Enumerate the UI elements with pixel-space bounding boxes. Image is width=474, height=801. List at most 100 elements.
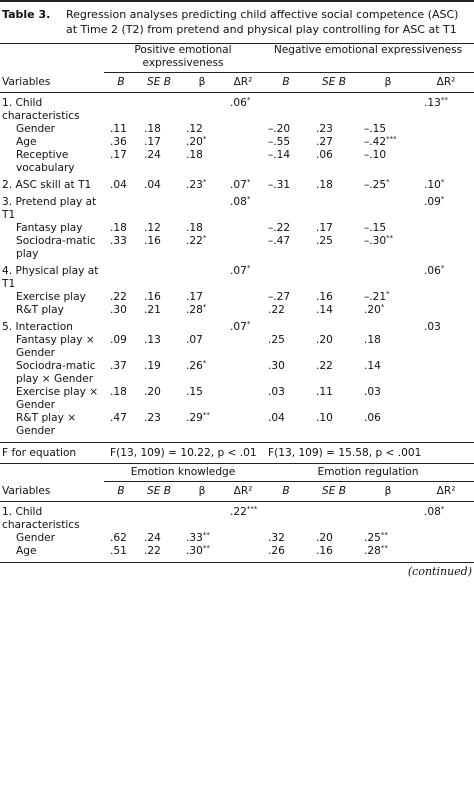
column-header: β bbox=[358, 481, 419, 502]
column-header: β bbox=[180, 481, 224, 502]
empty-cell bbox=[180, 261, 224, 291]
spacer bbox=[0, 44, 104, 73]
row-label: R&T play × Gender bbox=[16, 412, 77, 437]
item-row: Fantasy play .18 .12 .18 –.22 .17 –.15 bbox=[0, 222, 474, 235]
column-header: ΔR² bbox=[418, 481, 474, 502]
cell: .15 bbox=[186, 386, 203, 398]
empty-cell bbox=[224, 532, 262, 545]
cell: .13 bbox=[144, 334, 161, 346]
row-label: Exercise play bbox=[16, 291, 86, 303]
empty-cell bbox=[358, 93, 418, 124]
empty-cell bbox=[418, 360, 474, 386]
empty-cell bbox=[138, 502, 180, 533]
cell: –.25* bbox=[364, 178, 390, 192]
row-label: 2. ASC skill at T1 bbox=[2, 179, 92, 191]
column-header: ΔR² bbox=[224, 481, 263, 502]
empty-cell bbox=[418, 149, 474, 175]
row-label: Sociodra-matic play × Gender bbox=[16, 360, 96, 385]
table: Emotion knowledge Emotion regulation Varia… bbox=[0, 466, 474, 562]
cell: –.15 bbox=[364, 222, 387, 234]
cell: .24 bbox=[144, 532, 161, 544]
empty-cell bbox=[262, 261, 310, 291]
cell: –.27 bbox=[268, 291, 291, 303]
row-label: Gender bbox=[16, 123, 56, 135]
column-header: SE B bbox=[138, 481, 180, 502]
empty-cell bbox=[104, 317, 138, 334]
column-header: SE B bbox=[310, 481, 359, 502]
cell: .06* bbox=[424, 264, 445, 278]
item-row: Sociodra-matic play × Gender .37 .19 .26* .3… bbox=[0, 360, 474, 386]
empty-cell bbox=[224, 235, 262, 261]
cell: .20* bbox=[364, 303, 385, 317]
row-label: Age bbox=[16, 545, 37, 557]
item-row: Age .36 .17 .20* –.55 .27 –.42*** bbox=[0, 136, 474, 149]
empty-cell bbox=[104, 261, 138, 291]
cell: –.21* bbox=[364, 290, 390, 304]
cell: .22 bbox=[144, 545, 161, 557]
empty-cell bbox=[418, 532, 474, 545]
cell: .33** bbox=[186, 531, 210, 545]
group-header: Positive emotional expressiveness bbox=[104, 43, 262, 73]
cell: .06 bbox=[316, 149, 333, 161]
cell: .18 bbox=[316, 179, 333, 191]
cell: .29** bbox=[186, 411, 210, 425]
cell: .30 bbox=[268, 360, 285, 372]
cell: .09* bbox=[424, 195, 445, 209]
empty-cell bbox=[224, 304, 262, 317]
section-row: 3. Pretend play at T1 .08* .09* bbox=[0, 192, 474, 222]
tables: Positive emotional expressiveness Negativ… bbox=[0, 43, 474, 562]
cell: .06 bbox=[364, 412, 381, 424]
cell: .14 bbox=[316, 304, 333, 316]
cell: .03 bbox=[424, 321, 441, 333]
cell: .22 bbox=[268, 304, 285, 316]
empty-cell bbox=[224, 136, 262, 149]
cell: .17 bbox=[316, 222, 333, 234]
cell: .28* bbox=[186, 303, 207, 317]
cell: .08* bbox=[424, 505, 445, 519]
cell: .18 bbox=[364, 334, 381, 346]
empty-cell bbox=[310, 317, 358, 334]
item-row: Exercise play .22 .16 .17 –.27 .16 –.21* bbox=[0, 291, 474, 304]
section-row: 1. Child characteristics .06* .13** bbox=[0, 93, 474, 124]
item-row: Sociodra-matic play .33 .16 .22* –.47 .25 –.30… bbox=[0, 235, 474, 261]
cell: –.20 bbox=[268, 123, 291, 135]
cell: .30 bbox=[110, 304, 127, 316]
cell: .22* bbox=[186, 234, 207, 248]
empty-cell bbox=[224, 360, 262, 386]
cell: .23 bbox=[144, 412, 161, 424]
cell: .06* bbox=[230, 96, 251, 110]
cell: .19 bbox=[144, 360, 161, 372]
row-label: 1. Child characteristics bbox=[2, 506, 80, 531]
group-header-row: Positive emotional expressiveness Negativ… bbox=[0, 43, 474, 73]
cell: .13** bbox=[424, 96, 448, 110]
row-label: Exercise play × Gender bbox=[16, 386, 99, 411]
cell: –.42*** bbox=[364, 135, 397, 149]
row-label: Gender bbox=[16, 532, 56, 544]
cell: .17 bbox=[186, 291, 203, 303]
section-row: 1. Child characteristics .22*** .08* bbox=[0, 502, 474, 533]
empty-cell bbox=[180, 502, 224, 533]
column-header: ΔR² bbox=[224, 72, 262, 93]
cell: .18 bbox=[186, 149, 203, 161]
row-label: R&T play bbox=[16, 304, 64, 316]
empty-cell bbox=[358, 502, 418, 533]
cell: .10* bbox=[424, 178, 445, 192]
empty-cell bbox=[310, 502, 358, 533]
section-row: 5. Interaction .07* .03 bbox=[0, 317, 474, 334]
cell: .21 bbox=[144, 304, 161, 316]
empty-cell bbox=[262, 93, 310, 124]
cell: .16 bbox=[144, 291, 161, 303]
cell: .20* bbox=[186, 135, 207, 149]
empty-cell bbox=[262, 192, 310, 222]
empty-cell bbox=[224, 291, 262, 304]
item-row: Age .51 .22 .30** .26 .16 .28** bbox=[0, 545, 474, 562]
cell: .17 bbox=[144, 136, 161, 148]
column-header: B bbox=[262, 481, 311, 502]
item-row: Gender .11 .18 .12 –.20 .23 –.15 bbox=[0, 123, 474, 136]
empty-cell bbox=[358, 261, 418, 291]
empty-cell bbox=[224, 412, 262, 443]
cell: .23* bbox=[186, 178, 207, 192]
column-header: B bbox=[104, 72, 138, 93]
cell: .20 bbox=[316, 334, 333, 346]
